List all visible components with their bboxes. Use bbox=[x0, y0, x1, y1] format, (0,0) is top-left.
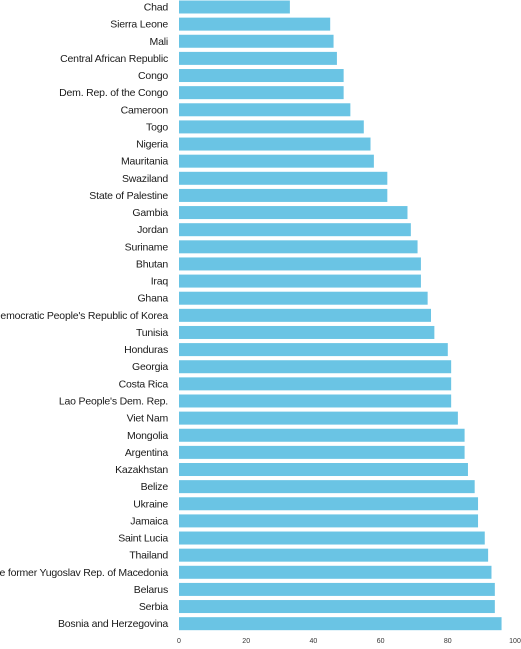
bar-12 bbox=[179, 206, 408, 220]
bar-0 bbox=[179, 0, 290, 14]
bar-23 bbox=[179, 394, 452, 408]
bar-2 bbox=[179, 34, 334, 48]
bar-21 bbox=[179, 360, 452, 374]
category-label-28: Belize bbox=[141, 481, 169, 493]
bar-22 bbox=[179, 377, 452, 391]
bar-4 bbox=[179, 69, 344, 83]
category-label-36: Bosnia and Herzegovina bbox=[58, 618, 168, 630]
category-label-27: Kazakhstan bbox=[115, 464, 168, 476]
category-label-23: Lao People's Dem. Rep. bbox=[59, 395, 168, 407]
bar-9 bbox=[179, 154, 374, 168]
category-label-29: Ukraine bbox=[133, 498, 168, 510]
category-label-21: Georgia bbox=[132, 361, 168, 373]
bar-6 bbox=[179, 103, 351, 117]
bar-11 bbox=[179, 188, 388, 202]
category-label-11: State of Palestine bbox=[89, 190, 168, 202]
category-label-2: Mali bbox=[150, 36, 168, 48]
x-tick-label-4: 80 bbox=[444, 638, 452, 645]
category-label-35: Serbia bbox=[139, 601, 169, 613]
bar-35 bbox=[179, 600, 495, 614]
bar-17 bbox=[179, 291, 428, 305]
x-axis-ticks-group: 0 20 40 60 80 100 bbox=[177, 638, 521, 645]
category-label-9: Mauritania bbox=[121, 156, 168, 168]
category-label-25: Mongolia bbox=[127, 430, 168, 442]
bar-10 bbox=[179, 171, 388, 185]
category-label-8: Nigeria bbox=[136, 139, 168, 151]
category-label-14: Suriname bbox=[125, 241, 169, 253]
bar-34 bbox=[179, 582, 495, 596]
bar-16 bbox=[179, 274, 421, 288]
category-label-32: Thailand bbox=[129, 550, 168, 562]
category-label-13: Jordan bbox=[137, 224, 168, 236]
category-label-16: Iraq bbox=[151, 276, 169, 288]
x-tick-label-5: 100 bbox=[509, 638, 521, 645]
bar-7 bbox=[179, 120, 364, 134]
bar-33 bbox=[179, 565, 492, 579]
category-label-6: Cameroon bbox=[121, 104, 169, 116]
bar-32 bbox=[179, 548, 489, 562]
bar-1 bbox=[179, 17, 331, 31]
category-label-15: Bhutan bbox=[136, 258, 168, 270]
bar-31 bbox=[179, 531, 485, 545]
bar-29 bbox=[179, 497, 479, 511]
bar-27 bbox=[179, 463, 468, 477]
category-label-24: Viet Nam bbox=[127, 413, 169, 425]
category-label-1: Sierra Leone bbox=[110, 19, 168, 31]
category-label-22: Costa Rica bbox=[119, 378, 169, 390]
bar-3 bbox=[179, 51, 337, 65]
bars-group bbox=[179, 0, 502, 631]
bar-36 bbox=[179, 617, 502, 631]
category-label-30: Jamaica bbox=[130, 515, 168, 527]
bar-18 bbox=[179, 308, 431, 322]
bar-24 bbox=[179, 411, 458, 425]
category-label-20: Honduras bbox=[124, 344, 168, 356]
x-tick-label-2: 40 bbox=[310, 638, 318, 645]
bar-20 bbox=[179, 343, 448, 357]
category-labels-group: Chad Sierra Leone Mali Central African Repu… bbox=[0, 2, 169, 631]
bar-14 bbox=[179, 240, 418, 254]
bar-28 bbox=[179, 480, 475, 494]
category-label-31: Saint Lucia bbox=[118, 533, 168, 545]
category-label-19: Tunisia bbox=[136, 327, 168, 339]
category-label-4: Congo bbox=[138, 70, 168, 82]
category-label-5: Dem. Rep. of the Congo bbox=[59, 87, 168, 99]
category-label-17: Ghana bbox=[137, 293, 168, 305]
category-label-7: Togo bbox=[146, 121, 168, 133]
bar-13 bbox=[179, 223, 411, 237]
x-tick-label-1: 20 bbox=[242, 638, 250, 645]
category-label-12: Gambia bbox=[132, 207, 168, 219]
bar-15 bbox=[179, 257, 421, 271]
bar-25 bbox=[179, 428, 465, 442]
bar-8 bbox=[179, 137, 371, 151]
bar-19 bbox=[179, 325, 435, 339]
bar-5 bbox=[179, 86, 344, 100]
category-label-10: Swaziland bbox=[122, 173, 168, 185]
category-label-3: Central African Republic bbox=[60, 53, 168, 65]
category-label-0: Chad bbox=[144, 2, 169, 14]
category-label-34: Belarus bbox=[134, 584, 168, 596]
category-label-18: Democratic People's Republic of Korea bbox=[0, 310, 168, 322]
category-label-33: The former Yugoslav Rep. of Macedonia bbox=[0, 567, 168, 579]
x-tick-label-0: 0 bbox=[177, 638, 181, 645]
category-label-26: Argentina bbox=[125, 447, 169, 459]
bar-26 bbox=[179, 445, 465, 459]
bar-30 bbox=[179, 514, 479, 528]
x-tick-label-3: 60 bbox=[377, 638, 385, 645]
